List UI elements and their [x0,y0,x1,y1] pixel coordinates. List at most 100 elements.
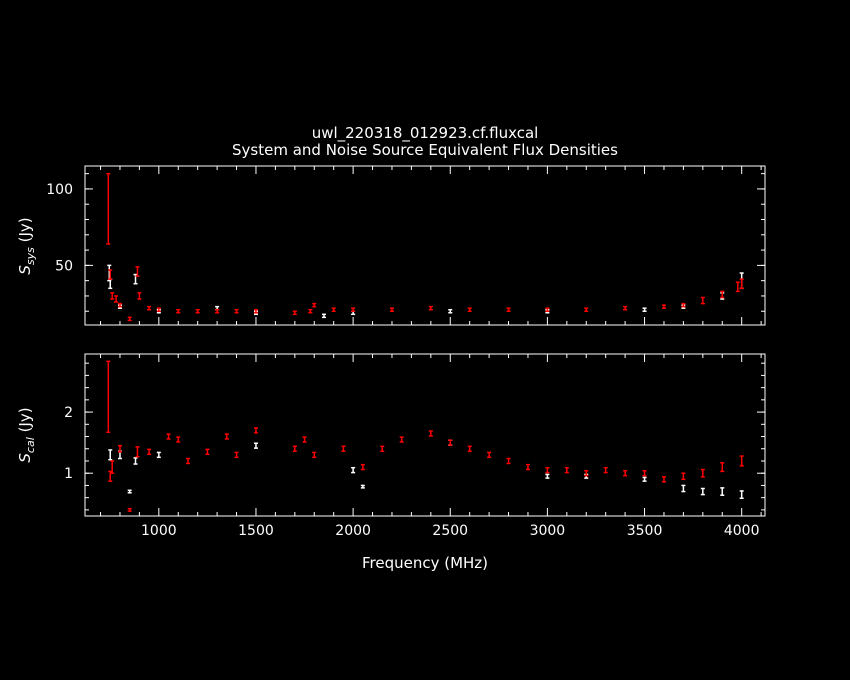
data-point [545,307,550,312]
data-point [351,466,356,474]
bottom-panel-frame [84,353,766,517]
data-point [108,449,113,461]
data-point [661,476,666,483]
x-tick-label: 2500 [432,523,468,539]
data-point [623,305,628,311]
data-point [700,468,705,478]
data-point [127,316,132,322]
top-y-axis-label: Ssys (Jy) [16,217,37,274]
data-point [215,308,220,314]
data-point [584,307,589,312]
data-point [603,466,608,474]
data-point [156,451,161,459]
bottom-panel-ticks: 1000 1500 2000 2500 3000 3500 4000 1 2 [64,354,765,539]
top-y-label-sub: sys [24,247,37,265]
data-point [292,445,297,452]
data-point [739,455,744,467]
data-point [428,305,433,311]
data-point [380,445,385,452]
data-point [195,308,200,314]
figure-subtitle: System and Noise Source Equivalent Flux … [232,141,618,159]
data-point [117,444,122,453]
data-point [467,445,472,452]
data-point [506,307,511,312]
bottom-y-label-main: S [16,453,34,463]
panel-cal-flux: 1000 1500 2000 2500 3000 3500 4000 1 2 Scal (Jy)… [16,353,766,572]
data-point [448,308,453,314]
data-point [661,304,666,309]
data-point [302,436,307,443]
data-point [360,463,365,471]
y-tick-label: 50 [55,258,73,274]
data-point [127,489,132,494]
data-point [331,307,336,312]
data-point [720,462,725,473]
data-point [564,466,569,474]
data-point [700,487,705,496]
y-tick-label: 2 [64,405,73,421]
data-point [428,430,433,437]
data-point [506,457,511,465]
data-point [448,439,453,446]
data-point [720,487,725,496]
data-point [487,451,492,459]
data-point [360,484,365,489]
data-point [106,172,111,245]
data-point [525,463,530,471]
data-point [156,307,161,312]
data-point [176,436,181,443]
data-point [253,442,258,449]
top-panel-ticks: 50 100 [46,166,765,325]
top-panel-points [106,172,744,322]
top-panel-frame [84,165,766,326]
data-point [106,360,111,433]
data-point [117,302,122,308]
data-point [312,302,317,308]
data-point [135,266,140,277]
data-point [110,460,115,474]
data-point [176,308,181,314]
bottom-y-axis-label: Scal (Jy) [16,407,37,462]
x-axis-label: Frequency (MHz) [362,554,488,572]
bottom-y-label-unit: (Jy) [16,407,34,432]
x-tick-label: 1000 [141,523,177,539]
data-point [399,436,404,443]
data-point [720,290,725,299]
y-tick-label: 100 [46,182,73,198]
data-point [135,446,140,458]
x-tick-label: 1500 [238,523,274,539]
data-point [224,433,229,440]
data-point [467,307,472,312]
data-point [623,470,628,477]
bottom-y-label-sub: cal [24,437,37,453]
data-point [308,308,313,314]
y-tick-label: 1 [64,466,73,482]
data-point [147,305,152,311]
data-point [234,451,239,459]
x-tick-label: 3500 [627,523,663,539]
x-tick-label: 2000 [335,523,371,539]
data-point [700,296,705,305]
data-point [205,448,210,456]
data-point [642,307,647,312]
data-point [108,269,113,280]
data-point [735,281,740,293]
top-y-label-unit: (Jy) [16,217,34,242]
panel-system-flux: 50 100 Ssys (Jy) [16,165,766,326]
data-point [185,457,190,465]
top-y-label-main: S [16,265,34,275]
data-point [545,466,550,474]
data-point [321,313,326,319]
data-point [739,278,744,290]
data-point [389,307,394,312]
data-point [253,427,258,434]
data-point [166,433,171,440]
figure-title: uwl_220318_012923.cf.fluxcal [312,124,539,143]
data-point [137,292,142,300]
x-tick-label: 4000 [724,523,760,539]
data-point [133,457,138,465]
data-point [351,307,356,312]
bottom-panel-points [106,360,744,512]
data-point [584,470,589,477]
